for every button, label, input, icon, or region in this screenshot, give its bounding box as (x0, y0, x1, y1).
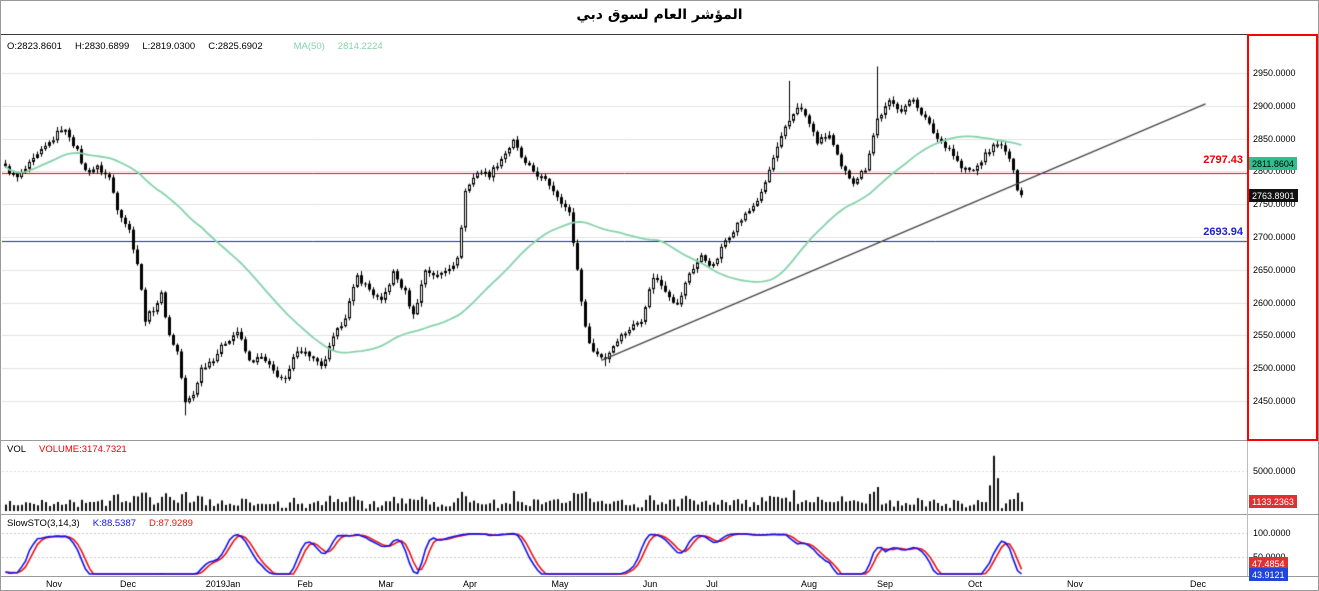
main-panel-top-border (1, 34, 1247, 35)
ma-legend-value: 2814.2224 (337, 41, 383, 52)
ohlc-legend: O:2823.8601 H:2830.6899 L:2819.0300 C:2825.… (7, 41, 396, 52)
last-price-badge: 2763.8901 (1249, 189, 1298, 202)
x-axis-month[interactable]: Mar (378, 579, 394, 589)
price-tick[interactable]: 2750.0000 (1253, 199, 1296, 209)
stochastic-canvas[interactable] (2, 515, 1247, 576)
stochastic-legend: SlowSTO(3,14,3) K:88.5387 D:87.9289 (7, 518, 206, 529)
price-tick[interactable]: 2450.0000 (1253, 396, 1296, 406)
price-tick[interactable]: 2900.0000 (1253, 101, 1296, 111)
high-value: H:2830.6899 (74, 41, 130, 52)
x-axis-month[interactable]: Dec (1189, 579, 1207, 589)
price-tick[interactable]: 2700.0000 (1253, 232, 1296, 242)
price-tick[interactable]: 2500.0000 (1253, 363, 1296, 373)
resistance-line-label: 2797.43 (1203, 154, 1243, 166)
x-axis-month[interactable]: Jul (706, 579, 718, 589)
x-axis-month[interactable]: Aug (800, 579, 818, 589)
x-axis-month[interactable]: Dec (119, 579, 137, 589)
x-axis-month[interactable]: Nov (45, 579, 63, 589)
x-axis-month[interactable]: 2019Jan (205, 579, 241, 589)
stochastic-label: SlowSTO(3,14,3) (7, 518, 80, 529)
open-value: O:2823.8601 (7, 41, 62, 52)
stochastic-k-value: K:88.5387 (92, 518, 137, 529)
x-axis-month[interactable]: Jun (642, 579, 658, 589)
ma-price-badge: 2811.8604 (1249, 157, 1297, 170)
volume-value: VOLUME:3174.7321 (39, 444, 127, 455)
price-tick[interactable]: 2600.0000 (1253, 298, 1296, 308)
stochastic-k-badge: 43.9121 (1249, 568, 1288, 581)
x-axis-month[interactable]: Oct (967, 579, 983, 589)
volume-tick[interactable]: 5000.0000 (1253, 466, 1296, 476)
panel-separator (1, 514, 1318, 515)
x-axis-month[interactable]: Apr (462, 579, 478, 589)
volume-canvas[interactable] (2, 441, 1247, 514)
price-tick[interactable]: 2950.0000 (1253, 68, 1296, 78)
price-tick[interactable]: 2800.0000 (1253, 166, 1296, 176)
ma-legend-label: MA(50) (293, 41, 325, 52)
panel-separator (1, 440, 1318, 441)
panel-separator (1, 576, 1318, 577)
x-axis-month[interactable]: Sep (876, 579, 894, 589)
support-line-label: 2693.94 (1203, 226, 1243, 238)
stochastic-tick[interactable]: 100.0000 (1253, 528, 1291, 538)
close-value: C:2825.6902 (208, 41, 263, 52)
volume-legend: VOL VOLUME:3174.7321 (7, 444, 140, 455)
low-value: L:2819.0300 (142, 41, 196, 52)
chart-title: المؤشر العام لسوق دبي (576, 7, 743, 23)
price-tick[interactable]: 2550.0000 (1253, 330, 1296, 340)
price-chart-canvas[interactable] (2, 34, 1247, 440)
x-axis-month[interactable]: May (551, 579, 569, 589)
volume-badge: 1133.2363 (1249, 495, 1297, 508)
price-tick[interactable]: 2650.0000 (1253, 265, 1296, 275)
axis-separator (1247, 441, 1248, 576)
x-axis-month[interactable]: Feb (297, 579, 313, 589)
stochastic-d-value: D:87.9289 (149, 518, 193, 529)
volume-label: VOL (7, 444, 27, 455)
price-tick[interactable]: 2850.0000 (1253, 134, 1296, 144)
x-axis-month[interactable]: Nov (1066, 579, 1084, 589)
stochastic-d-badge: 47.4854 (1249, 557, 1288, 570)
